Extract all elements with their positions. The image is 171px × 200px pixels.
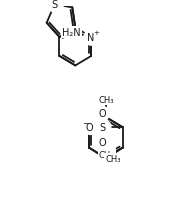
Text: S: S [99, 123, 106, 133]
Text: H₂N: H₂N [62, 28, 81, 38]
Text: S: S [51, 0, 58, 10]
Text: +: + [93, 29, 99, 35]
Text: N: N [88, 33, 95, 43]
Text: CH₃: CH₃ [105, 154, 121, 163]
Text: O: O [98, 108, 106, 118]
Text: CH₃: CH₃ [98, 95, 114, 104]
Text: −: − [82, 119, 89, 128]
Text: CH₃: CH₃ [99, 150, 114, 159]
Text: O: O [98, 137, 106, 147]
Text: O: O [86, 123, 94, 133]
